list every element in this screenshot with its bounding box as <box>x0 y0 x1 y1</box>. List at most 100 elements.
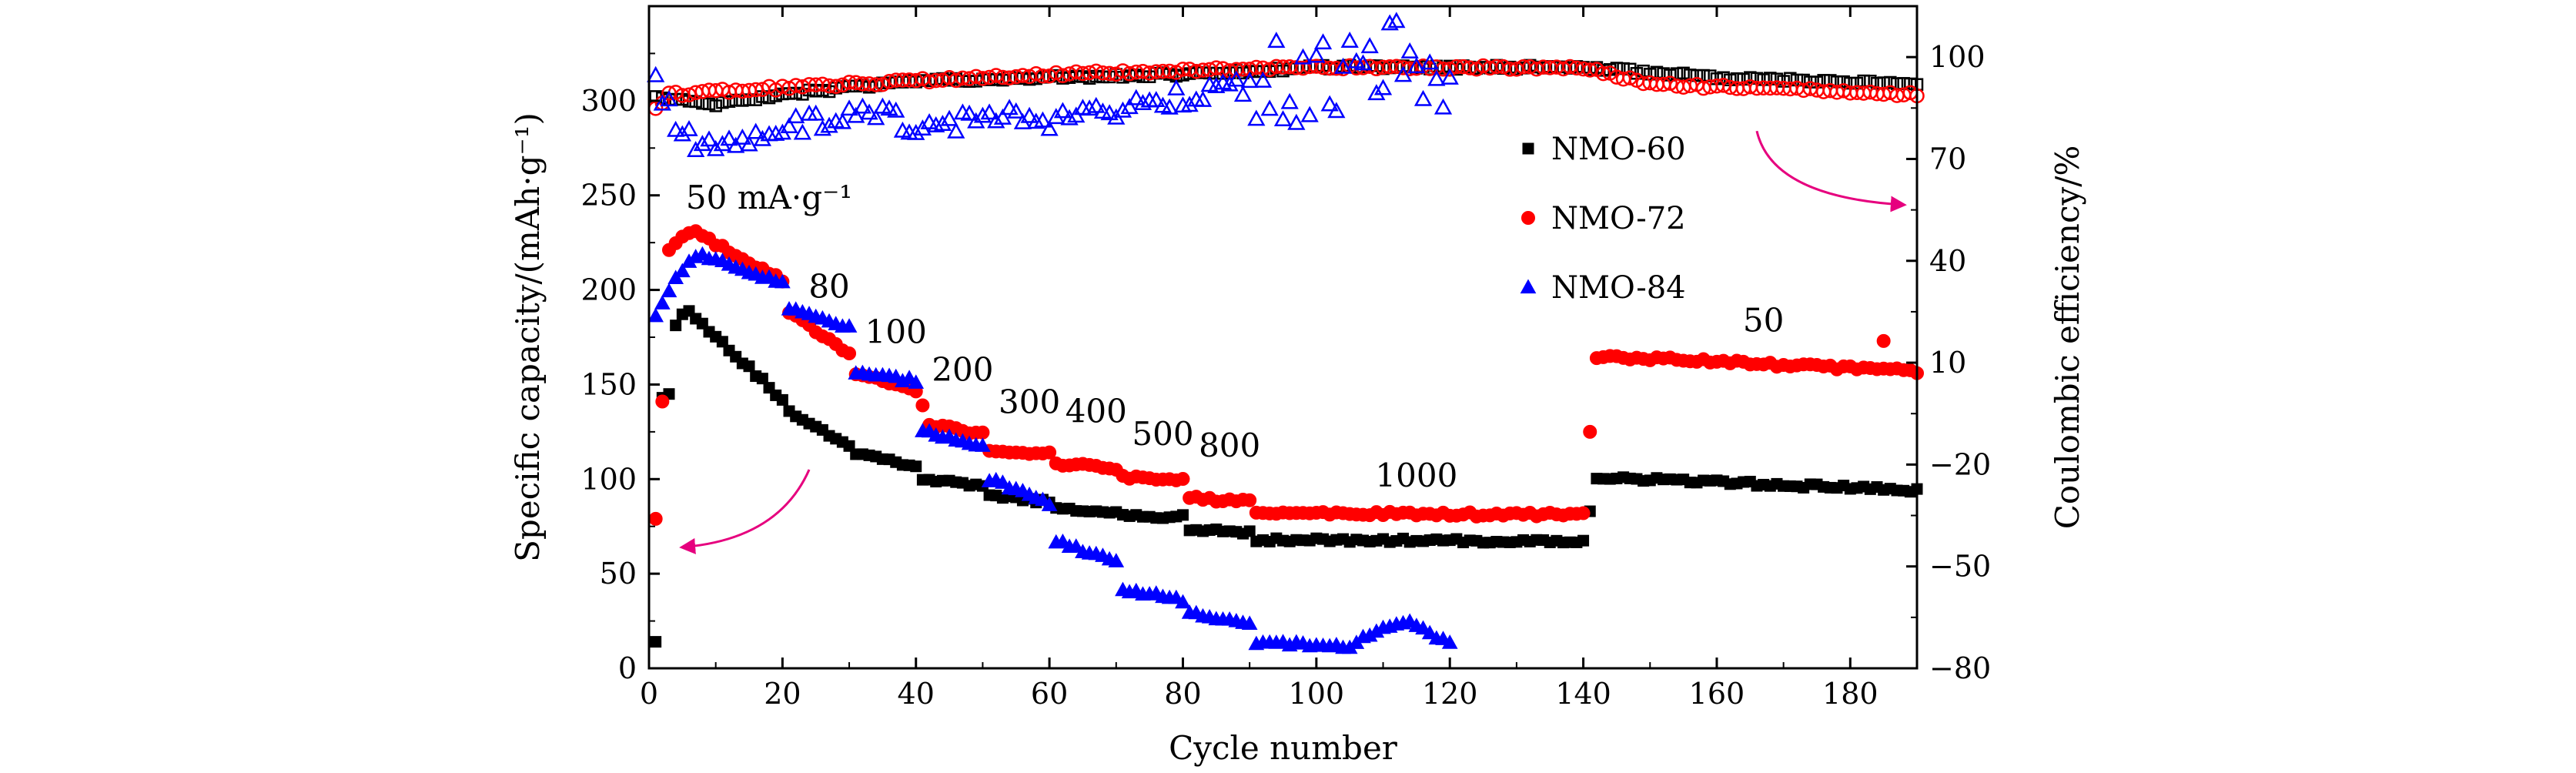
legend-label: NMO-84 <box>1551 270 1686 306</box>
x-tick-label: 0 <box>640 677 658 711</box>
y-tick-label: 0 <box>618 651 637 685</box>
capacity-point <box>670 320 682 332</box>
efficiency-point <box>820 116 838 133</box>
efficiency-point <box>867 109 885 125</box>
efficiency-point <box>1644 68 1657 81</box>
capacity-point <box>1243 525 1256 537</box>
capacity-point <box>842 346 857 360</box>
capacity-point <box>674 263 691 278</box>
efficiency-point <box>647 65 665 82</box>
capacity-point <box>743 360 755 373</box>
efficiency-point <box>1784 72 1797 85</box>
capacity-point <box>1042 445 1057 460</box>
efficiency-point <box>1055 68 1071 83</box>
efficiency-point <box>967 112 985 129</box>
efficiency-point <box>1293 48 1313 65</box>
efficiency-point <box>1333 57 1353 74</box>
capacity-point <box>1243 493 1257 507</box>
efficiency-point <box>1035 68 1051 84</box>
efficiency-point <box>1000 99 1019 115</box>
legend-marker-nmo-72 <box>1521 211 1535 225</box>
efficiency-point <box>927 115 945 132</box>
efficiency-point <box>1690 69 1704 82</box>
efficiency-point <box>1764 72 1777 85</box>
x-tick-label: 120 <box>1422 677 1478 711</box>
efficiency-point <box>796 88 809 101</box>
efficiency-point <box>1380 14 1399 31</box>
efficiency-point <box>993 108 1012 125</box>
efficiency-point <box>707 139 725 156</box>
efficiency-point <box>1624 62 1637 76</box>
capacity-point <box>655 394 670 409</box>
efficiency-point <box>1207 77 1226 93</box>
capacity-point <box>1421 624 1438 640</box>
efficiency-point <box>753 129 771 146</box>
efficiency-point <box>973 106 992 123</box>
efficiency-point <box>1400 42 1419 59</box>
efficiency-point <box>1622 70 1638 85</box>
capacity-point <box>841 318 858 333</box>
efficiency-point <box>1340 32 1359 48</box>
y2-tick-label: 10 <box>1929 346 1966 380</box>
efficiency-point <box>1247 109 1266 126</box>
efficiency-point <box>713 135 731 152</box>
efficiency-point <box>1267 32 1286 49</box>
y-tick-label: 200 <box>580 273 637 307</box>
efficiency-point <box>1133 94 1153 111</box>
efficiency-point <box>1684 69 1697 82</box>
legend: NMO-60 NMO-72 NMO-84 <box>1520 132 1686 306</box>
efficiency-point <box>749 93 762 106</box>
plot-marks <box>647 12 1925 654</box>
capacity-point <box>908 374 925 389</box>
efficiency-point <box>1280 92 1299 109</box>
efficiency-point <box>980 103 999 120</box>
efficiency-point <box>793 123 811 140</box>
efficiency-point <box>868 77 884 92</box>
capacity-point <box>1583 424 1597 439</box>
efficiency-point <box>1160 98 1179 115</box>
y2-axis-title: Coulombic efficiency/% <box>2049 146 2086 530</box>
x-tick-label: 180 <box>1822 677 1878 711</box>
capacity-point <box>995 474 1011 489</box>
efficiency-point <box>1744 71 1757 84</box>
x-tick-label: 80 <box>1164 677 1201 711</box>
efficiency-point <box>1080 99 1099 116</box>
efficiency-point <box>722 95 736 109</box>
y2-tick-label: −50 <box>1929 550 1991 584</box>
efficiency-point <box>1420 53 1439 70</box>
capacity-point <box>975 425 990 440</box>
legend-marker-nmo-60 <box>1522 142 1534 155</box>
efficiency-point <box>887 101 905 118</box>
capacity-point <box>650 636 662 648</box>
efficiency-point <box>740 135 758 152</box>
x-tick-label: 20 <box>764 677 801 711</box>
efficiency-series-nmo-84 <box>647 12 1459 158</box>
rate-label: 200 <box>932 351 993 389</box>
rate-label: 800 <box>1199 427 1260 464</box>
rate-label: 300 <box>999 383 1060 420</box>
capacity-series-nmo-84 <box>647 246 1458 654</box>
y2-tick-label: 40 <box>1929 244 1966 278</box>
efficiency-point <box>1313 33 1333 50</box>
y-tick-label: 300 <box>580 84 637 118</box>
capacity-point <box>1876 333 1891 348</box>
efficiency-point <box>1387 12 1406 28</box>
efficiency-point <box>1307 46 1326 63</box>
capacity-point <box>1041 497 1058 511</box>
capacity-point <box>1441 634 1458 649</box>
efficiency-point <box>1837 75 1850 89</box>
efficiency-point <box>1120 98 1139 115</box>
efficiency-series-nmo-72 <box>647 58 1925 116</box>
axis-indicator-arrow <box>1755 130 1907 212</box>
efficiency-point <box>1393 65 1413 82</box>
efficiency-point <box>1373 79 1393 95</box>
capacity-point <box>648 511 663 526</box>
efficiency-point <box>1167 79 1186 95</box>
efficiency-point <box>1273 110 1293 127</box>
y2-tick-label: 70 <box>1929 142 1966 176</box>
efficiency-point <box>736 94 749 107</box>
y2-tick-label: −20 <box>1929 447 1991 481</box>
efficiency-point <box>807 104 825 121</box>
efficiency-point <box>1193 90 1213 107</box>
